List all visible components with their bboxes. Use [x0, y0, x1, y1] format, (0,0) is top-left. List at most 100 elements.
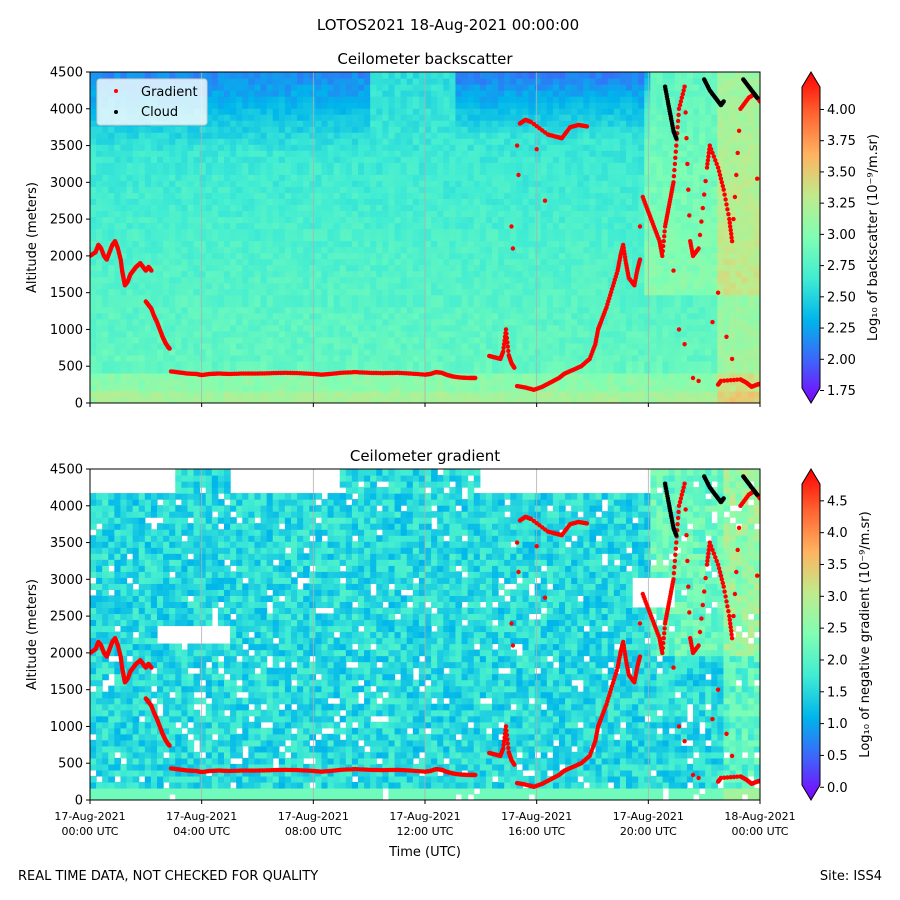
backscatter-cell	[193, 156, 201, 163]
backscatter-cell	[552, 342, 560, 350]
backscatter-cell	[595, 312, 603, 320]
backscatter-cell	[90, 192, 97, 199]
backscatter-cell	[102, 168, 109, 175]
backscatter-cell	[236, 84, 243, 91]
backscatter-cell	[613, 252, 621, 260]
backscatter-cell	[473, 342, 481, 350]
backscatter-cell	[358, 162, 365, 169]
backscatter-cell	[211, 144, 219, 151]
backscatter-cell	[303, 372, 310, 380]
backscatter-cell	[205, 336, 213, 344]
backscatter-cell	[528, 264, 536, 272]
backscatter-cell	[498, 156, 505, 163]
backscatter-cell	[516, 276, 524, 284]
backscatter-cell	[345, 354, 353, 362]
backscatter-cell	[473, 264, 481, 272]
backscatter-cell	[339, 192, 347, 199]
backscatter-cell	[467, 252, 475, 260]
backscatter-cell	[230, 204, 237, 212]
backscatter-cell	[205, 78, 213, 85]
backscatter-cell	[169, 348, 176, 356]
backscatter-cell	[449, 324, 457, 332]
backscatter-cell	[559, 174, 566, 181]
backscatter-cell	[504, 264, 511, 272]
backscatter-cell	[199, 342, 207, 350]
backscatter-cell	[108, 354, 115, 362]
backscatter-cell	[559, 78, 566, 85]
backscatter-cell	[248, 168, 256, 175]
backscatter-cell	[443, 348, 450, 356]
backscatter-cell	[577, 282, 584, 290]
backscatter-cell	[510, 138, 517, 145]
backscatter-cell	[339, 282, 347, 290]
backscatter-cell	[345, 72, 353, 79]
backscatter-cell	[199, 222, 207, 230]
backscatter-cell	[150, 252, 158, 260]
backscatter-cell	[577, 348, 584, 356]
backscatter-cell	[193, 240, 201, 248]
backscatter-cell	[193, 300, 201, 308]
backscatter-cell	[138, 330, 146, 338]
backscatter-cell	[224, 240, 231, 248]
backscatter-cell	[394, 270, 402, 278]
backscatter-cell	[297, 396, 304, 403]
backscatter-cell	[626, 300, 633, 308]
backscatter-cell	[571, 102, 578, 109]
backscatter-cell	[303, 222, 310, 230]
backscatter-cell	[571, 360, 578, 368]
backscatter-cell	[114, 222, 122, 230]
backscatter-cell	[492, 276, 499, 284]
backscatter-cell	[498, 222, 505, 230]
backscatter-cell	[534, 156, 542, 163]
backscatter-cell	[400, 264, 408, 272]
backscatter-cell	[400, 198, 408, 205]
backscatter-cell	[382, 96, 390, 103]
backscatter-cell	[132, 384, 140, 392]
backscatter-cell	[224, 162, 231, 169]
backscatter-cell	[187, 384, 195, 392]
backscatter-cell	[358, 246, 365, 254]
backscatter-cell	[455, 84, 463, 91]
backscatter-cell	[291, 312, 298, 320]
backscatter-cell	[418, 348, 426, 356]
backscatter-cell	[120, 228, 128, 236]
backscatter-cell	[589, 372, 597, 380]
backscatter-cell	[339, 96, 347, 103]
backscatter-cell	[284, 198, 292, 205]
backscatter-cell	[224, 102, 231, 109]
backscatter-cell	[169, 168, 176, 175]
backscatter-cell	[370, 264, 377, 272]
backscatter-cell	[552, 144, 560, 151]
backscatter-cell	[266, 162, 274, 169]
backscatter-cell	[242, 306, 249, 314]
backscatter-cell	[96, 132, 103, 139]
backscatter-cell	[504, 216, 511, 224]
backscatter-cell	[224, 288, 231, 296]
backscatter-cell	[431, 198, 438, 205]
backscatter-cell	[565, 390, 572, 398]
backscatter-cell	[485, 72, 493, 79]
backscatter-cell	[193, 228, 201, 236]
backscatter-cell	[297, 240, 304, 248]
backscatter-cell	[485, 78, 493, 85]
backscatter-cell	[260, 216, 268, 224]
backscatter-cell	[315, 228, 323, 236]
backscatter-cell	[601, 186, 609, 193]
backscatter-cell	[157, 204, 164, 212]
backscatter-cell	[284, 246, 292, 254]
backscatter-cell	[303, 108, 310, 115]
backscatter-cell	[321, 342, 329, 350]
backscatter-cell	[187, 366, 195, 374]
backscatter-cell	[479, 384, 487, 392]
backscatter-cell	[254, 330, 262, 338]
backscatter-cell	[266, 102, 274, 109]
backscatter-cell	[278, 354, 286, 362]
backscatter-cell	[485, 258, 493, 266]
backscatter-cell	[114, 396, 122, 403]
backscatter-cell	[552, 372, 560, 380]
backscatter-cell	[498, 384, 505, 392]
backscatter-cell	[461, 240, 469, 248]
backscatter-cell	[102, 300, 109, 308]
backscatter-cell	[102, 264, 109, 272]
backscatter-cell	[90, 72, 97, 79]
